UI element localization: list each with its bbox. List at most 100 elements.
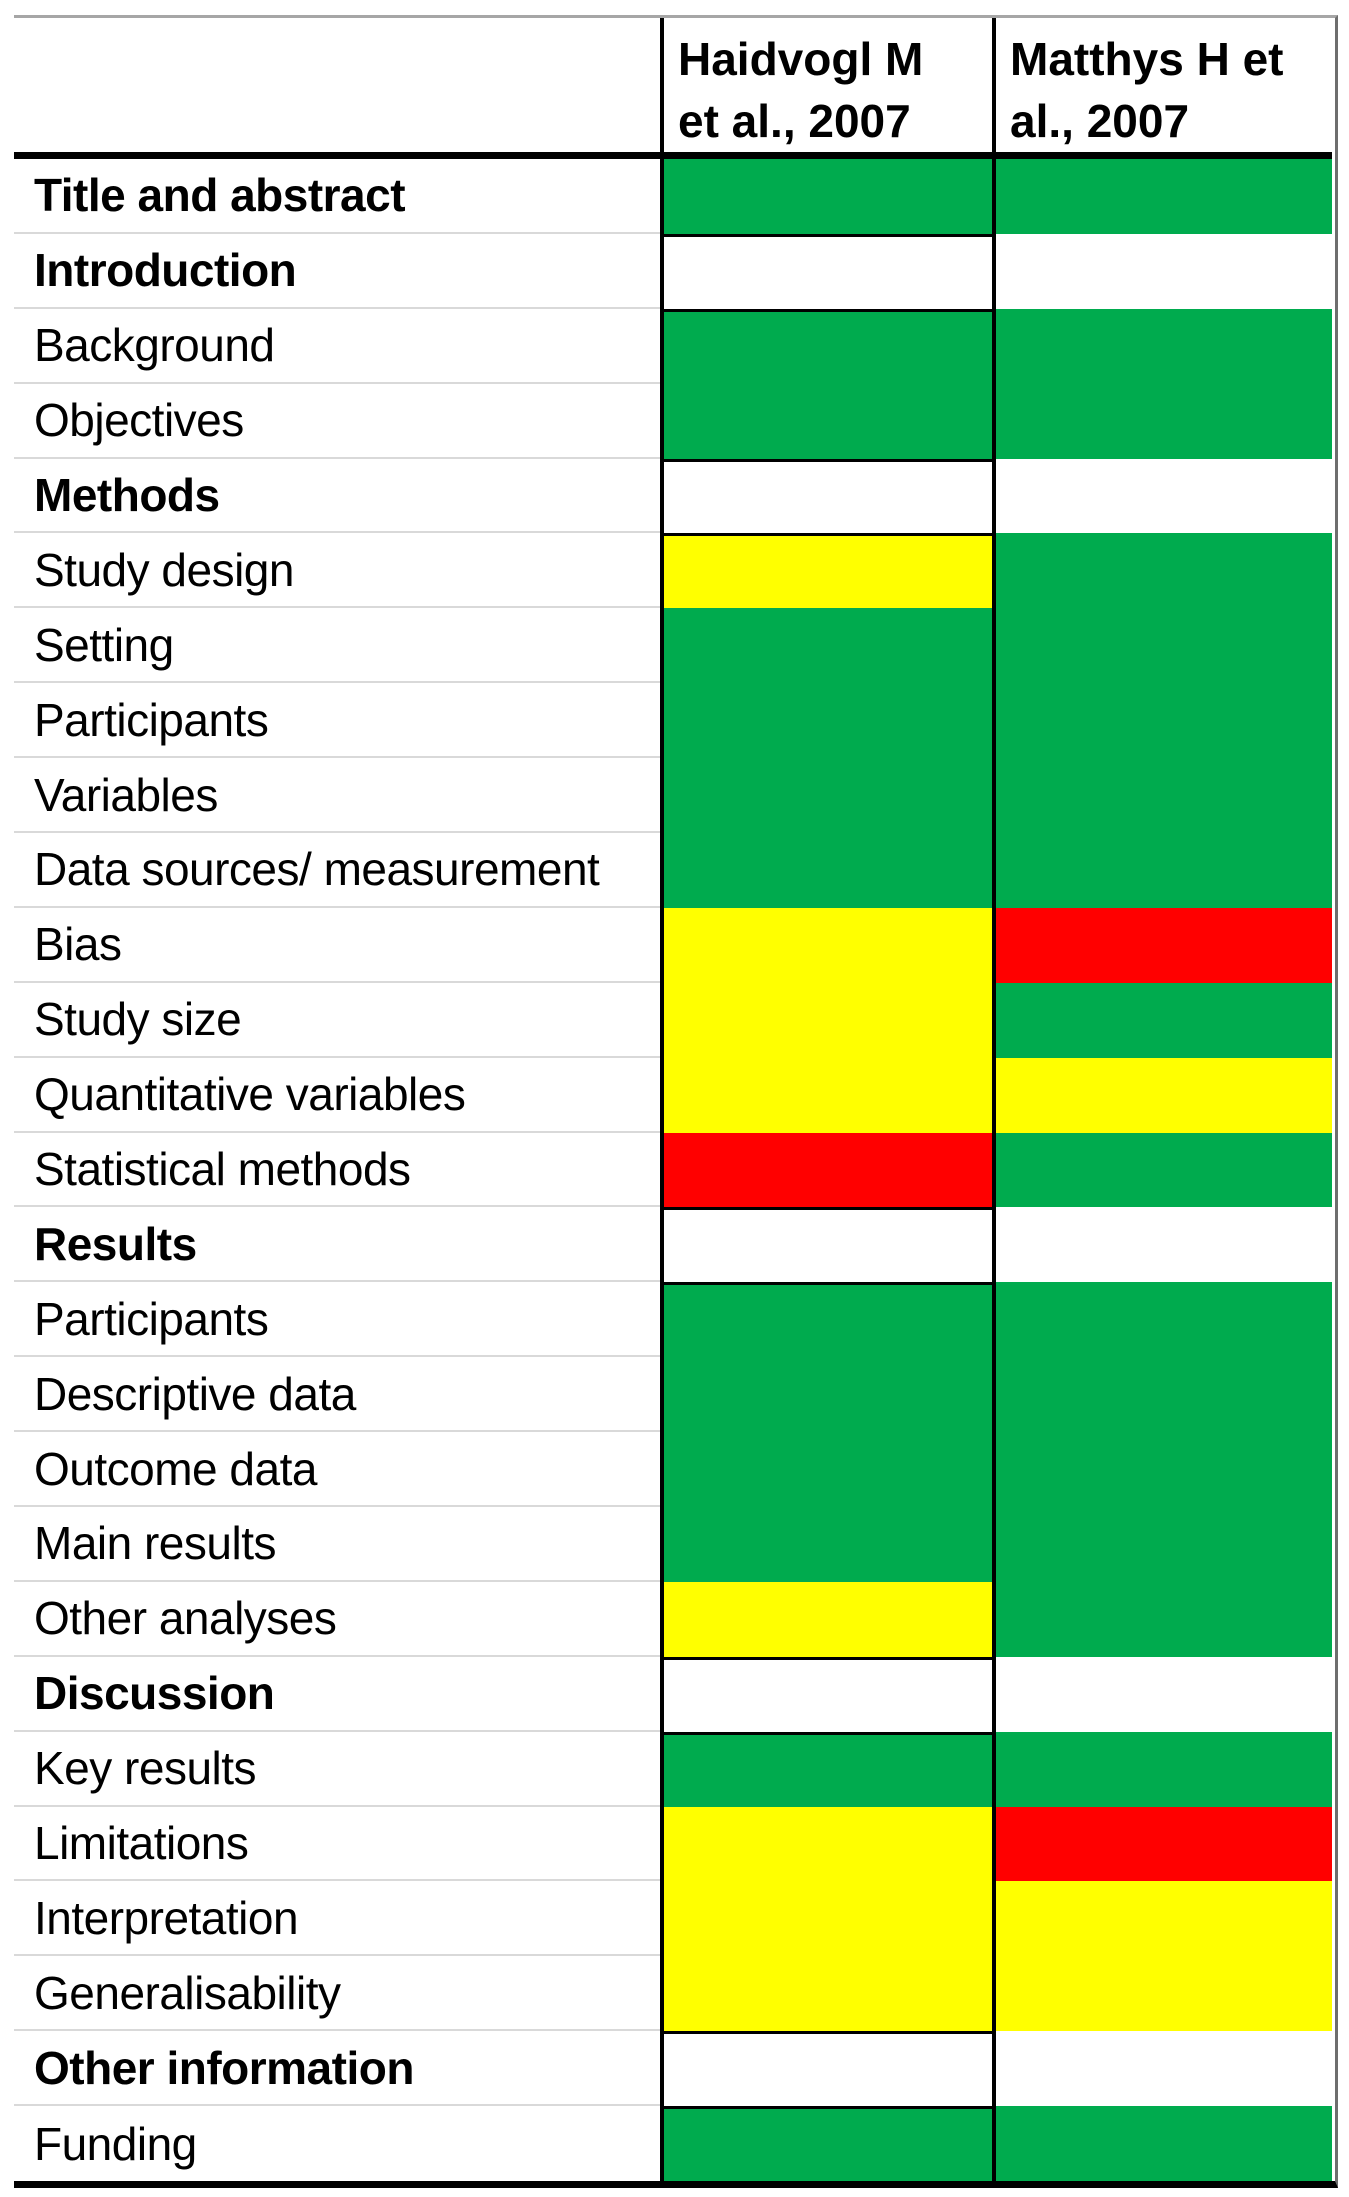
status-cell-haidvogl: [660, 1881, 996, 1957]
item-row-label: Key results: [14, 1731, 660, 1807]
status-cell-haidvogl: [660, 758, 996, 834]
status-cell-haidvogl: [660, 383, 996, 459]
status-cell-matthys: [996, 308, 1332, 384]
status-cell-matthys: [996, 1282, 1332, 1358]
status-cell-matthys: [996, 1881, 1332, 1957]
table-body: Title and abstract Introduction Background…: [14, 159, 1335, 2182]
section-row-label: Introduction: [14, 233, 660, 309]
status-cell-matthys: [996, 1507, 1332, 1582]
header-row: Haidvogl M et al., 2007 Matthys H et al.…: [14, 18, 1332, 159]
table-row: Study design: [14, 533, 1332, 609]
item-row-label: Limitations: [14, 1806, 660, 1882]
corner-cell: [14, 18, 660, 152]
table-row: Main results: [14, 1507, 1332, 1582]
table-row: Funding: [14, 2106, 1332, 2182]
item-row-label: Generalisability: [14, 1956, 660, 2032]
table-row: Key results: [14, 1731, 1332, 1807]
table-row: Data sources/ measurement: [14, 833, 1332, 908]
table-row: Title and abstract: [14, 159, 1332, 234]
table-row: Generalisability: [14, 1956, 1332, 2032]
status-cell-matthys: [996, 907, 1332, 983]
item-row-label: Participants: [14, 683, 660, 759]
study-column-header-matthys: Matthys H et al., 2007: [996, 18, 1332, 152]
status-cell-matthys: [996, 1132, 1332, 1208]
section-row-label: Title and abstract: [14, 159, 660, 234]
status-cell-haidvogl: [660, 982, 996, 1058]
table-row: Discussion: [14, 1656, 1332, 1732]
status-cell-matthys: [996, 608, 1332, 684]
status-cell-matthys: [996, 982, 1332, 1058]
status-cell-haidvogl: [660, 1132, 996, 1208]
status-cell-haidvogl: [660, 1282, 996, 1358]
status-cell-matthys: [996, 1731, 1332, 1807]
table-row: Objectives: [14, 383, 1332, 459]
status-cell-haidvogl: [660, 2106, 996, 2182]
status-cell-haidvogl: [660, 2031, 996, 2107]
status-cell-matthys: [996, 1057, 1332, 1133]
item-row-label: Funding: [14, 2106, 660, 2182]
status-cell-matthys: [996, 233, 1332, 309]
item-row-label: Background: [14, 308, 660, 384]
section-row-label: Methods: [14, 458, 660, 534]
status-cell-matthys: [996, 833, 1332, 908]
status-cell-matthys: [996, 1656, 1332, 1732]
item-row-label: Study size: [14, 982, 660, 1058]
status-cell-haidvogl: [660, 833, 996, 908]
table-row: Setting: [14, 608, 1332, 684]
status-cell-matthys: [996, 533, 1332, 609]
status-cell-haidvogl: [660, 1731, 996, 1807]
item-row-label: Descriptive data: [14, 1357, 660, 1433]
status-cell-haidvogl: [660, 1581, 996, 1657]
table-row: Methods: [14, 458, 1332, 534]
item-row-label: Statistical methods: [14, 1132, 660, 1208]
table-row: Participants: [14, 1282, 1332, 1358]
status-cell-matthys: [996, 1432, 1332, 1508]
item-row-label: Variables: [14, 758, 660, 834]
status-cell-haidvogl: [660, 1656, 996, 1732]
status-cell-matthys: [996, 1806, 1332, 1882]
item-row-label: Objectives: [14, 383, 660, 459]
status-cell-matthys: [996, 1956, 1332, 2032]
section-row-label: Other information: [14, 2031, 660, 2107]
table-row: Results: [14, 1207, 1332, 1283]
item-row-label: Bias: [14, 907, 660, 983]
item-row-label: Interpretation: [14, 1881, 660, 1957]
status-cell-matthys: [996, 2106, 1332, 2182]
status-cell-haidvogl: [660, 1207, 996, 1283]
status-cell-haidvogl: [660, 533, 996, 609]
item-row-label: Outcome data: [14, 1432, 660, 1508]
compliance-table: Haidvogl M et al., 2007 Matthys H et al.…: [14, 15, 1338, 2189]
status-cell-haidvogl: [660, 308, 996, 384]
status-cell-haidvogl: [660, 1432, 996, 1508]
item-row-label: Participants: [14, 1282, 660, 1358]
status-cell-haidvogl: [660, 159, 996, 234]
status-cell-haidvogl: [660, 907, 996, 983]
item-row-label: Setting: [14, 608, 660, 684]
table-row: Background: [14, 308, 1332, 384]
table-row: Other information: [14, 2031, 1332, 2107]
item-row-label: Data sources/ measurement: [14, 833, 660, 908]
status-cell-matthys: [996, 383, 1332, 459]
status-cell-matthys: [996, 1357, 1332, 1433]
table-row: Variables: [14, 758, 1332, 834]
status-cell-matthys: [996, 159, 1332, 234]
table-row: Limitations: [14, 1806, 1332, 1882]
item-row-label: Other analyses: [14, 1581, 660, 1657]
table-row: Participants: [14, 683, 1332, 759]
section-row-label: Discussion: [14, 1656, 660, 1732]
status-cell-matthys: [996, 758, 1332, 834]
status-cell-haidvogl: [660, 1357, 996, 1433]
status-cell-haidvogl: [660, 1806, 996, 1882]
table-row: Interpretation: [14, 1881, 1332, 1957]
table-row: Bias: [14, 907, 1332, 983]
item-row-label: Quantitative variables: [14, 1057, 660, 1133]
table-row: Descriptive data: [14, 1357, 1332, 1433]
table-row: Statistical methods: [14, 1132, 1332, 1208]
status-cell-haidvogl: [660, 608, 996, 684]
section-row-label: Results: [14, 1207, 660, 1283]
table-row: Outcome data: [14, 1432, 1332, 1508]
status-cell-matthys: [996, 1207, 1332, 1283]
status-cell-haidvogl: [660, 233, 996, 309]
status-cell-matthys: [996, 1581, 1332, 1657]
table-row: Quantitative variables: [14, 1057, 1332, 1133]
